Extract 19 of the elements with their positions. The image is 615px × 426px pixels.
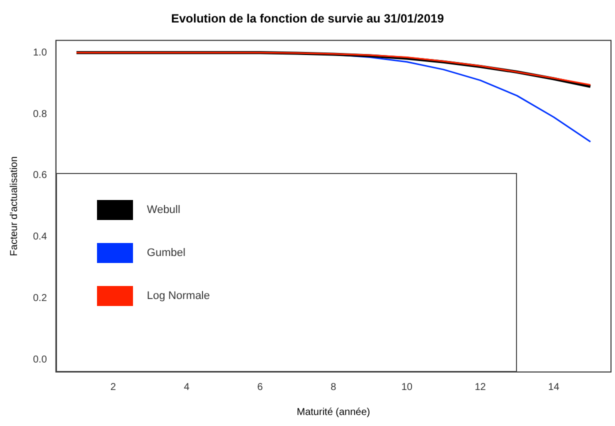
y-tick-label: 0.6 bbox=[32, 170, 48, 182]
x-tick-label: 6 bbox=[257, 382, 264, 393]
x-tick-label: 8 bbox=[330, 382, 337, 393]
x-tick-label: 10 bbox=[401, 382, 413, 393]
x-axis-title: Maturité (année) bbox=[296, 406, 370, 418]
legend-label: Webull bbox=[146, 204, 180, 216]
x-tick-label: 2 bbox=[110, 382, 116, 393]
legend-label: Gumbel bbox=[146, 247, 186, 260]
y-tick-label: 0.8 bbox=[32, 108, 48, 120]
y-tick-label: 1.0 bbox=[32, 47, 48, 58]
x-tick-label: 14 bbox=[548, 382, 560, 393]
y-tick-label: 0.2 bbox=[32, 293, 48, 304]
y-tick-label: 0.0 bbox=[32, 354, 48, 366]
x-tick-label: 4 bbox=[184, 382, 190, 393]
y-axis-title: Facteur d'actualisation bbox=[8, 156, 20, 256]
x-tick-label: 12 bbox=[474, 382, 486, 393]
y-tick-label: 0.4 bbox=[32, 232, 48, 243]
legend-label: Log Normale bbox=[146, 290, 210, 302]
chart-title: Evolution de la fonction de survie au 31/01/2019 bbox=[171, 12, 444, 26]
